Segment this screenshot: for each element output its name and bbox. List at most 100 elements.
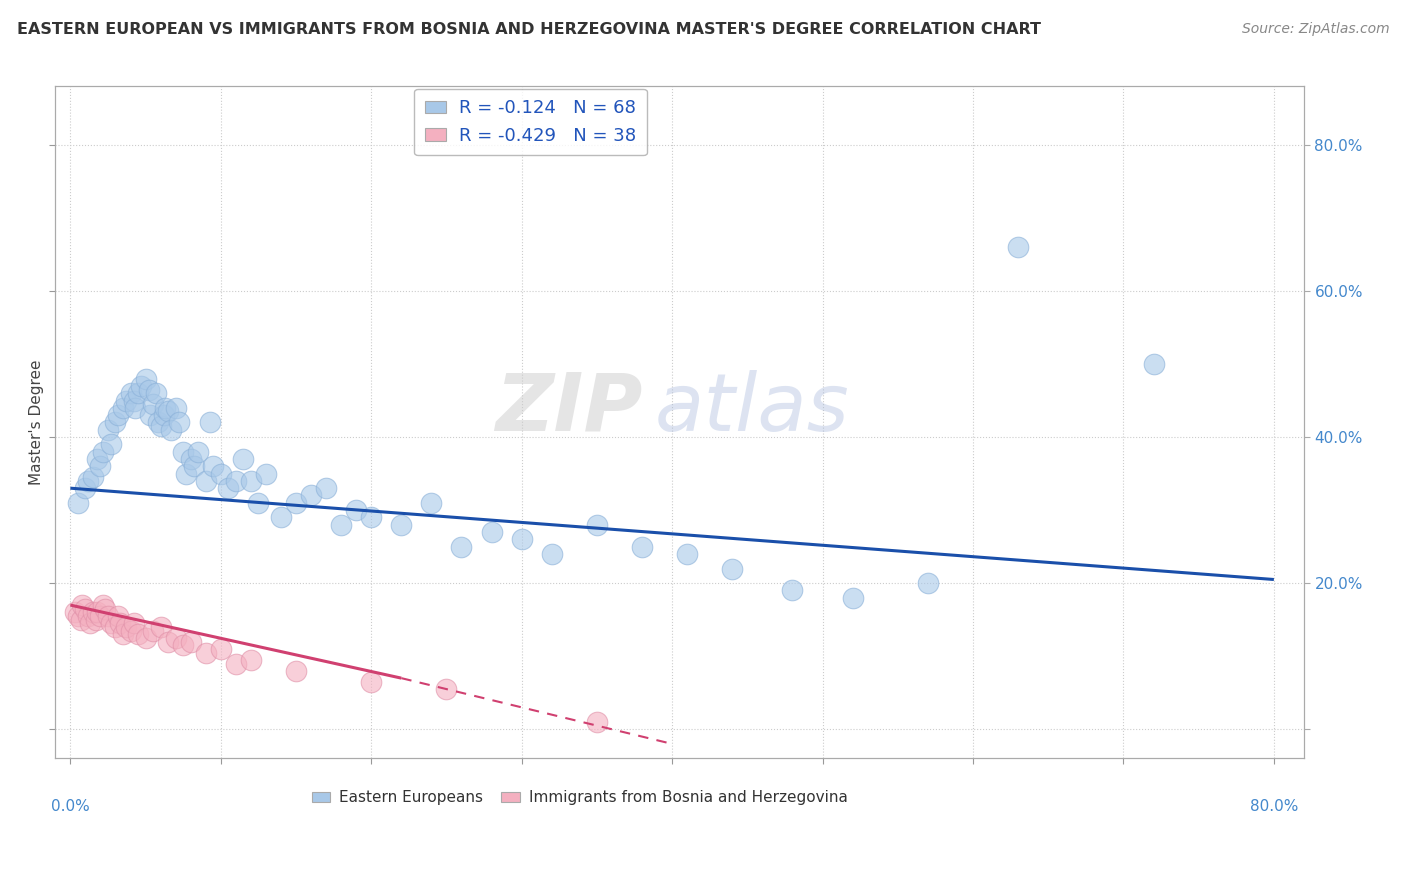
Point (142, 397, 165, 411)
Point (540, 547, 562, 561)
Point (360, 510, 382, 524)
Text: ZIP: ZIP (495, 370, 643, 448)
Point (254, 467, 277, 481)
Point (172, 638, 194, 652)
Point (183, 459, 205, 474)
Point (94, 601, 117, 615)
Point (107, 408, 129, 422)
Point (631, 540, 654, 554)
Point (187, 444, 209, 458)
Text: Source: ZipAtlas.com: Source: ZipAtlas.com (1241, 22, 1389, 37)
Point (104, 620, 127, 634)
Point (841, 591, 863, 605)
Point (165, 401, 187, 415)
Point (270, 510, 292, 524)
Point (510, 533, 533, 547)
Point (115, 393, 138, 408)
Point (344, 503, 367, 517)
Point (200, 416, 222, 430)
Point (167, 416, 190, 430)
Point (75, 601, 97, 615)
Point (160, 423, 183, 437)
Point (360, 674, 382, 689)
Point (127, 386, 149, 401)
Point (149, 419, 172, 434)
Point (146, 416, 169, 430)
Point (209, 641, 232, 656)
Point (172, 444, 194, 458)
Point (97, 609, 120, 624)
Point (225, 657, 247, 671)
Point (107, 609, 129, 624)
Point (149, 620, 172, 634)
Point (77, 474, 100, 488)
Point (93, 598, 115, 612)
Point (93, 444, 115, 458)
Point (285, 496, 308, 510)
Point (247, 496, 270, 510)
Point (77, 609, 100, 624)
Point (86, 452, 108, 467)
Point (129, 379, 152, 393)
Point (586, 517, 609, 532)
Point (135, 371, 157, 385)
Point (436, 682, 458, 697)
Point (120, 386, 142, 401)
Text: atlas: atlas (655, 370, 849, 448)
Point (70, 613, 93, 627)
Point (79, 616, 101, 631)
Point (299, 488, 322, 502)
Point (180, 634, 202, 648)
Point (721, 561, 744, 575)
Point (782, 583, 804, 598)
Point (217, 481, 239, 495)
Point (586, 714, 609, 729)
Point (122, 393, 145, 408)
Point (450, 540, 472, 554)
Text: 80.0%: 80.0% (1250, 798, 1298, 814)
Point (174, 467, 197, 481)
Point (145, 386, 167, 401)
Point (285, 664, 308, 678)
Point (108, 616, 131, 631)
Point (315, 481, 337, 495)
Point (209, 467, 232, 481)
Point (63, 606, 86, 620)
Point (111, 627, 134, 641)
Point (202, 459, 225, 474)
Point (420, 496, 443, 510)
Point (239, 474, 262, 488)
Point (389, 517, 412, 532)
Point (100, 437, 122, 451)
Point (82, 470, 104, 484)
Point (122, 616, 145, 631)
Point (84, 613, 107, 627)
Point (225, 474, 247, 488)
Point (481, 524, 503, 539)
Point (1142, 357, 1164, 371)
Point (124, 401, 146, 415)
Point (152, 408, 174, 422)
Point (676, 547, 699, 561)
Point (120, 624, 142, 638)
Point (139, 408, 162, 422)
Point (135, 631, 157, 645)
Point (142, 624, 165, 638)
Point (72, 598, 94, 612)
Legend: Eastern Europeans, Immigrants from Bosnia and Herzegovina: Eastern Europeans, Immigrants from Bosni… (305, 784, 853, 812)
Text: 0.0%: 0.0% (51, 798, 90, 814)
Point (157, 634, 180, 648)
Point (111, 401, 134, 415)
Point (89, 609, 111, 624)
Point (104, 416, 127, 430)
Point (66, 609, 89, 624)
Point (232, 452, 254, 467)
Point (239, 653, 262, 667)
Point (165, 631, 187, 645)
Point (153, 401, 176, 415)
Point (157, 404, 180, 418)
Point (100, 616, 122, 631)
Point (89, 459, 111, 474)
Point (138, 383, 160, 397)
Point (917, 576, 939, 591)
